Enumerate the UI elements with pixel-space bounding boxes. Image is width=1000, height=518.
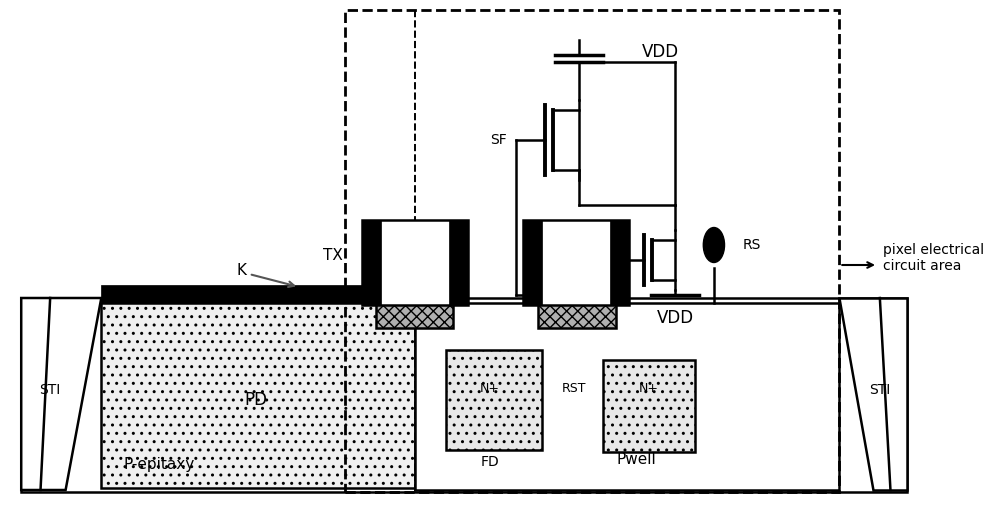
Bar (523, 220, 629, 305)
Text: STI: STI (869, 383, 890, 397)
Bar (610, 220, 629, 305)
Text: K: K (236, 263, 246, 278)
Bar (449, 220, 468, 305)
Text: pixel electrical
circuit area: pixel electrical circuit area (883, 243, 984, 273)
Bar (362, 220, 381, 305)
Ellipse shape (703, 227, 725, 263)
Text: FD: FD (481, 455, 499, 469)
Text: N+: N+ (480, 381, 500, 395)
Text: TX: TX (323, 248, 343, 263)
Text: STI: STI (40, 383, 61, 397)
Polygon shape (839, 298, 907, 490)
Text: SF: SF (490, 133, 506, 147)
Bar (101, 285, 415, 303)
Bar (362, 220, 468, 305)
Polygon shape (21, 298, 101, 490)
Bar (446, 350, 542, 450)
Bar (101, 303, 415, 488)
Text: RS: RS (743, 238, 761, 252)
Text: N+: N+ (638, 381, 658, 395)
Text: VDD: VDD (657, 309, 694, 327)
Bar (21, 298, 907, 492)
Bar (538, 303, 616, 328)
Text: VDD: VDD (642, 43, 679, 61)
Bar (523, 220, 542, 305)
Bar (345, 10, 839, 492)
Bar (603, 360, 695, 452)
Text: P-epitaxy: P-epitaxy (124, 457, 195, 472)
Bar (376, 303, 453, 328)
Text: RST: RST (562, 381, 586, 395)
Text: Pwell: Pwell (617, 453, 657, 468)
Text: PD: PD (244, 391, 267, 409)
Bar (415, 303, 839, 490)
